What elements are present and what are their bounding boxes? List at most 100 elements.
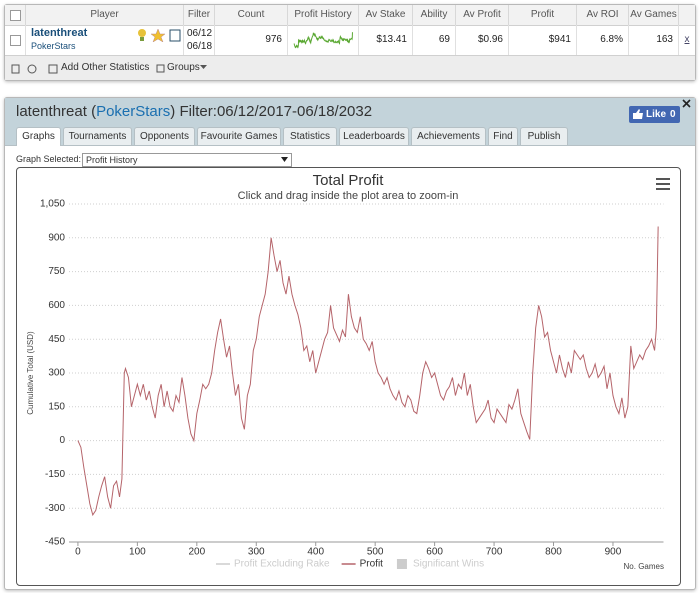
- tab[interactable]: Opponents: [134, 127, 195, 145]
- data-row: [5, 25, 695, 56]
- checkbox[interactable]: [10, 10, 21, 21]
- x-tick-label: 900: [605, 547, 622, 558]
- stats-panel: Player Filter Count Profit History Av St…: [4, 4, 696, 81]
- header: Filter: [184, 5, 215, 25]
- header: Count: [215, 5, 288, 25]
- filter-text: Filter:06/12/2017-06/18/2032: [179, 103, 373, 120]
- menu-button[interactable]: [656, 178, 670, 190]
- player-cell: latenthreat PokerStars: [26, 25, 184, 55]
- profile-title: latenthreat (PokerStars) Filter:06/12/20…: [16, 103, 372, 120]
- delete-icon[interactable]: [11, 64, 20, 74]
- graph-select[interactable]: Profit History: [82, 153, 292, 167]
- x-axis-label: No. Games: [624, 562, 664, 571]
- legend-label[interactable]: Significant Wins: [413, 559, 484, 570]
- header: Av Profit: [456, 5, 509, 25]
- x-tick-label: 800: [545, 547, 562, 558]
- export-icon[interactable]: [169, 29, 181, 42]
- header: Profit History: [288, 5, 359, 25]
- like-button[interactable]: Like 0: [629, 106, 680, 123]
- checkbox[interactable]: [10, 35, 21, 46]
- dropdown-caret: [281, 157, 288, 162]
- chart-frame: [16, 167, 681, 586]
- header: Av Games: [629, 5, 679, 25]
- x-tick-label: 600: [426, 547, 443, 558]
- paren: ): [170, 103, 176, 120]
- profit-cell: $941: [509, 25, 577, 55]
- y-tick-label: 1,050: [40, 199, 65, 210]
- tab[interactable]: Publish: [520, 127, 568, 145]
- header: Av Stake: [359, 5, 413, 25]
- count-cell: 976: [215, 25, 288, 55]
- player-name[interactable]: latenthreat: [31, 27, 88, 39]
- site-link[interactable]: PokerStars: [96, 103, 171, 120]
- sparkline-cell: [288, 25, 359, 55]
- tab[interactable]: Tournaments: [63, 127, 132, 145]
- filter-from: 06/12: [187, 28, 213, 39]
- tab[interactable]: Leaderboards: [339, 127, 409, 145]
- badge-icon: [140, 37, 144, 41]
- header-checkbox-cell: [5, 5, 26, 25]
- remove-link[interactable]: x: [684, 34, 690, 45]
- y-tick-label: 0: [59, 435, 65, 446]
- sparkline: [293, 32, 353, 49]
- tab[interactable]: Graphs: [16, 127, 61, 146]
- player-site[interactable]: PokerStars: [31, 41, 76, 51]
- header: Profit: [509, 5, 577, 25]
- tab[interactable]: Find: [488, 127, 518, 145]
- badges: [138, 28, 181, 42]
- footer-icons: [11, 64, 37, 74]
- like-icon: [633, 109, 643, 119]
- add-icon: [48, 64, 58, 74]
- footer-bar: Add Other Statistics Groups: [5, 56, 695, 80]
- y-tick-label: 150: [48, 401, 65, 412]
- y-tick-label: 900: [48, 232, 65, 243]
- y-tick-label: 450: [48, 334, 65, 345]
- y-tick-label: -450: [45, 537, 65, 548]
- ability-cell: 69: [413, 25, 456, 55]
- x-tick-label: 400: [307, 547, 324, 558]
- like-label: Like: [646, 109, 667, 120]
- y-tick-label: -300: [45, 503, 65, 514]
- graph-panel: [4, 97, 696, 590]
- chart-subtitle: Click and drag inside the plot area to z…: [238, 190, 459, 202]
- graph-select-value: Profit History: [86, 155, 138, 165]
- add-stats-button[interactable]: Add Other Statistics: [61, 62, 150, 73]
- legend-label[interactable]: Profit: [360, 559, 384, 570]
- y-tick-label: 750: [48, 266, 65, 277]
- legend-label[interactable]: Profit Excluding Rake: [234, 559, 330, 570]
- groups-icon: [156, 64, 165, 73]
- tab[interactable]: Achievements: [411, 127, 486, 145]
- chart: Total Profit Click and drag inside the p…: [26, 172, 670, 571]
- player-name: latenthreat: [16, 103, 87, 120]
- av-profit-cell: $0.96: [456, 25, 509, 55]
- paren: (: [91, 103, 97, 120]
- header-row: Player Filter Count Profit History Av St…: [5, 5, 695, 26]
- y-axis-label: Cumulative Total (USD): [26, 331, 35, 415]
- tab[interactable]: Statistics: [283, 127, 337, 145]
- y-tick-label: 300: [48, 368, 65, 379]
- close-button[interactable]: [682, 99, 691, 108]
- chart-title: Total Profit: [313, 172, 385, 189]
- dropdown-caret: [200, 65, 207, 69]
- y-tick-label: 600: [48, 300, 65, 311]
- filter-cell: 06/12 06/18: [184, 25, 215, 55]
- star-icon: [150, 28, 166, 42]
- x-tick-label: 700: [486, 547, 503, 558]
- tab[interactable]: Favourite Games: [197, 127, 281, 145]
- profit-line: [77, 226, 659, 517]
- x-tick-label: 500: [367, 547, 384, 558]
- refresh-icon[interactable]: [27, 64, 37, 74]
- filter-to: 06/18: [187, 41, 213, 52]
- y-tick-label: -150: [45, 469, 65, 480]
- av-stake-cell: $13.41: [359, 25, 413, 55]
- av-games-cell: 163: [629, 25, 679, 55]
- graph-select-label: Graph Selected:: [16, 154, 82, 164]
- legend-symbol: [396, 559, 407, 569]
- header: Ability: [413, 5, 456, 25]
- x-tick-label: 200: [188, 547, 205, 558]
- groups-button[interactable]: Groups: [167, 62, 200, 73]
- av-roi-cell: 6.8%: [577, 25, 629, 55]
- header: Player: [26, 5, 184, 25]
- like-count: 0: [670, 109, 676, 120]
